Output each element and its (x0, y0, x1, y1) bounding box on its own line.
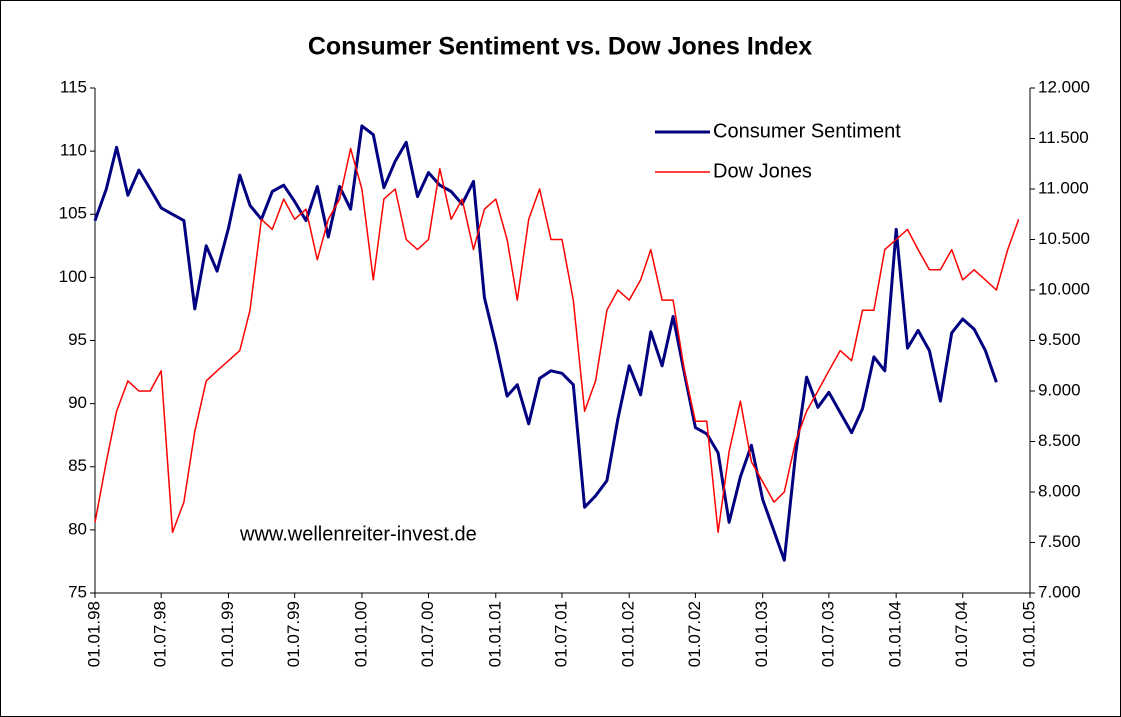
x-tick-label: 01.07.03 (818, 601, 837, 667)
x-tick-label: 01.01.99 (218, 601, 237, 667)
x-tick-label: 01.01.02 (619, 601, 638, 667)
x-tick-label: 01.07.01 (551, 601, 570, 667)
x-tick-label: 01.01.00 (351, 601, 370, 667)
plot-area (95, 88, 1030, 593)
chart-title: Consumer Sentiment vs. Dow Jones Index (308, 33, 812, 61)
x-tick-label: 01.01.05 (1019, 601, 1038, 667)
x-tick-label: 01.01.01 (485, 601, 504, 667)
y-tick-label: 95 (68, 330, 87, 349)
x-tick-label: 01.07.02 (685, 601, 704, 667)
x-tick-label: 01.01.03 (752, 601, 771, 667)
x-tick-label: 01.07.04 (952, 601, 971, 667)
legend-label: Consumer Sentiment (713, 120, 901, 142)
y-tick-label: 85 (68, 456, 87, 475)
y2-tick-label: 11.000 (1038, 178, 1089, 197)
y-tick-label: 115 (60, 77, 87, 96)
x-tick-label: 01.07.00 (418, 601, 437, 667)
y-tick-label: 90 (68, 393, 87, 412)
y-tick-label: 100 (59, 267, 87, 286)
y2-tick-label: 8.000 (1038, 481, 1081, 500)
legend-label: Dow Jones (713, 160, 812, 182)
y2-tick-label: 9.000 (1038, 380, 1081, 399)
x-tick-label: 01.01.98 (84, 601, 103, 667)
y-tick-label: 75 (68, 582, 87, 601)
y-tick-label: 110 (60, 141, 87, 160)
series-line (94, 147, 1020, 534)
y-tick-label: 80 (68, 519, 87, 538)
y2-tick-label: 8.500 (1038, 431, 1081, 450)
y2-tick-label: 11.500 (1038, 128, 1089, 147)
y2-tick-label: 10.000 (1038, 279, 1090, 298)
y2-tick-label: 9.500 (1038, 330, 1081, 349)
series-line (93, 124, 998, 562)
x-tick-label: 01.07.98 (151, 601, 170, 667)
x-tick-label: 01.07.99 (284, 601, 303, 667)
x-tick-label: 01.01.04 (886, 601, 905, 667)
y2-tick-label: 7.500 (1038, 532, 1081, 551)
y2-tick-label: 12.000 (1038, 77, 1090, 96)
y2-tick-label: 7.000 (1038, 582, 1081, 601)
y2-tick-label: 10.500 (1038, 229, 1090, 248)
y-tick-label: 105 (59, 204, 87, 223)
annotation: www.wellenreiter-invest.de (239, 523, 477, 545)
